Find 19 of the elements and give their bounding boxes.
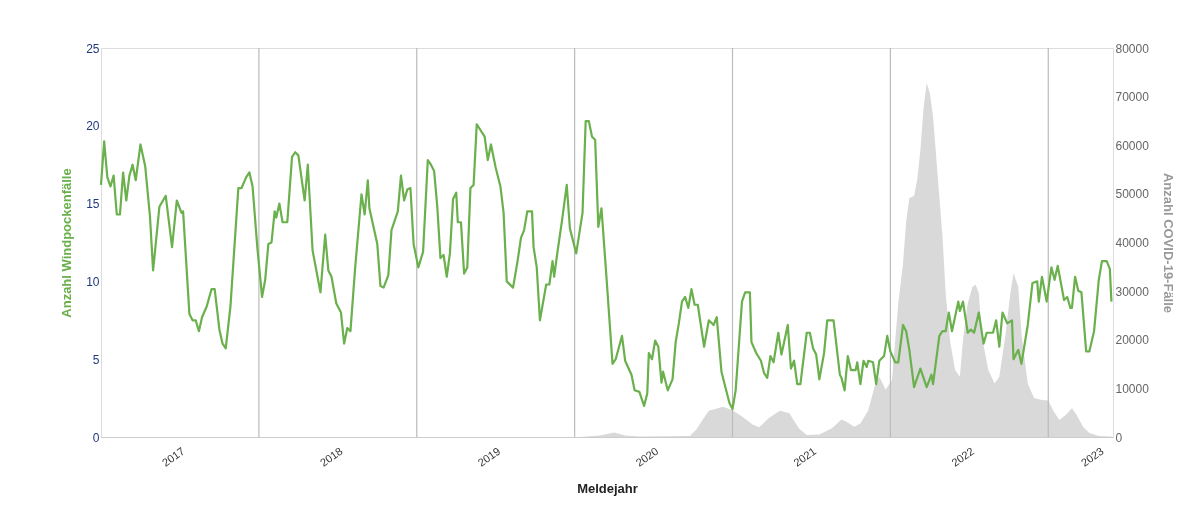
line-series — [99, 120, 1113, 411]
y2-tick-label: 60000 — [1115, 138, 1150, 153]
y2-tick-label: 70000 — [1115, 90, 1150, 105]
y2-tick-label: 20000 — [1115, 333, 1150, 348]
y2-tick-label: 80000 — [1115, 41, 1150, 56]
y2-tick-label: 0 — [1115, 430, 1123, 445]
y-tick-label: 5 — [92, 352, 100, 367]
y-axis-title: Anzahl Windpockenfälle — [59, 168, 75, 318]
y-tick-label: 25 — [86, 41, 100, 56]
y2-tick-label: 50000 — [1115, 187, 1150, 202]
y2-tick-label: 10000 — [1115, 381, 1150, 396]
y-tick-label: 0 — [92, 430, 100, 445]
y-tick-label: 10 — [86, 274, 100, 289]
y2-tick-label: 30000 — [1115, 284, 1150, 299]
y2-axis-title: Anzahl COVID-19-Fälle — [1160, 172, 1176, 314]
y-tick-label: 20 — [86, 119, 100, 134]
y-tick-label: 15 — [86, 197, 100, 212]
y2-tick-label: 40000 — [1115, 236, 1150, 250]
x-axis-title: Meldejahr — [577, 480, 638, 496]
